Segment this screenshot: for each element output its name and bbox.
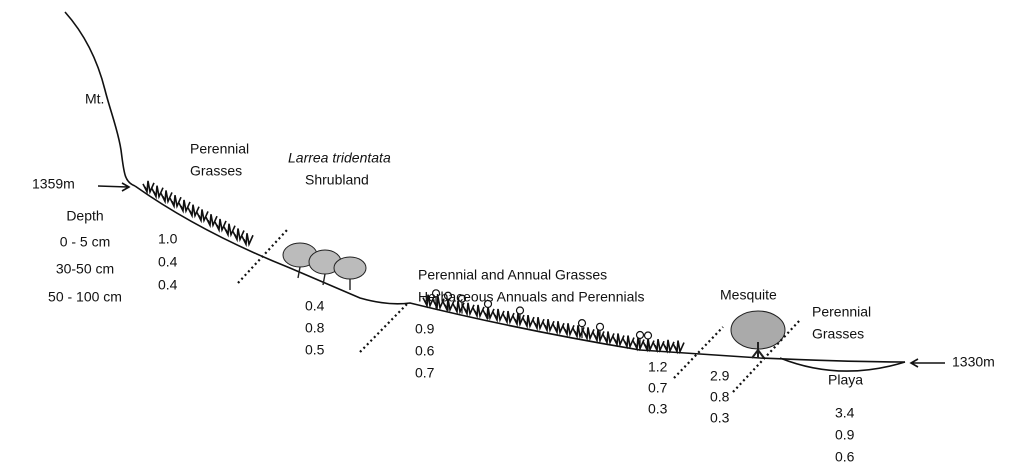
zone-divider	[237, 229, 288, 284]
sample-value: 0.3	[710, 410, 730, 426]
sample-value: 0.3	[648, 401, 668, 417]
grass-tuft	[572, 325, 585, 340]
sample-value: 0.8	[305, 320, 325, 336]
grass-tuft	[472, 304, 485, 319]
sample-value: 2.9	[710, 368, 730, 384]
sample-value: 1.2	[648, 359, 668, 375]
grass-tuft	[462, 302, 475, 317]
grass-tuft	[241, 233, 254, 248]
grass-tuft	[502, 310, 515, 325]
elevation-label: 1359m	[32, 176, 75, 192]
depth-level: 30-50 cm	[56, 261, 114, 277]
grass-tuft	[169, 195, 182, 210]
sample-value: 0.4	[305, 298, 325, 314]
zone-label: Playa	[828, 372, 863, 388]
sample-value: 0.9	[415, 321, 435, 337]
sample-value: 0.4	[158, 254, 178, 270]
sample-value: 0.7	[648, 380, 668, 396]
mountain-label: Mt.	[85, 91, 104, 107]
zone-label: Shrubland	[305, 172, 369, 188]
sample-value: 0.7	[415, 365, 435, 381]
slope-profile	[134, 185, 906, 363]
flower	[577, 319, 587, 328]
grass-tuft	[205, 214, 218, 229]
grass-tuft	[612, 333, 625, 348]
grass-tuft	[187, 204, 200, 219]
mountain-profile	[64, 11, 136, 187]
zone-label: Herbaceous Annuals and Perennials	[418, 289, 645, 305]
depth-title: Depth	[66, 208, 103, 224]
zone-divider	[673, 326, 724, 379]
sample-value: 0.6	[835, 449, 855, 464]
grass-tuft	[196, 209, 209, 224]
flower	[483, 299, 493, 309]
vegetation	[142, 180, 685, 355]
grass-tuft	[232, 228, 245, 243]
species-label: Larrea tridentata	[288, 150, 391, 166]
zone-label: Perennial and Annual Grasses	[418, 267, 607, 283]
mesquite-tree	[730, 310, 786, 359]
grass-tuft	[178, 199, 191, 214]
zone-label: Perennial	[190, 141, 249, 157]
grass-tuft	[522, 314, 535, 329]
zone-divider	[732, 319, 801, 393]
grass-tuft	[452, 300, 465, 315]
grass-tuft	[492, 308, 505, 323]
grass-tuft	[562, 323, 575, 338]
grass-tuft	[552, 321, 565, 336]
elevation-label: 1330m	[952, 354, 995, 370]
creosote-shrubs	[282, 242, 367, 290]
zone-label: Perennial	[812, 304, 871, 320]
grass-tuft	[151, 185, 164, 200]
grass-tuft	[582, 327, 595, 342]
grass-tuft	[532, 317, 545, 332]
grass-tuft	[214, 218, 227, 233]
zone-label: Grasses	[190, 163, 242, 179]
grass-tuft	[422, 294, 435, 309]
soil-samples: 1.0 0.4 0.4 0.4 0.8 0.5 0.9 0.6 0.7 1.2 0.7 0.3 2.9 0…	[158, 231, 855, 464]
zone-label: Grasses	[812, 326, 864, 342]
flower	[643, 331, 653, 340]
sample-value: 0.6	[415, 343, 435, 359]
grass-tuft	[142, 180, 155, 195]
flower	[443, 291, 453, 300]
depth-level: 50 - 100 cm	[48, 289, 122, 305]
flower	[635, 330, 645, 340]
sample-value: 0.9	[835, 427, 855, 443]
grass-tuft	[672, 340, 685, 355]
flower	[457, 294, 467, 303]
arrow	[97, 182, 131, 192]
flower	[431, 289, 441, 298]
depth-level: 0 - 5 cm	[60, 234, 111, 250]
grass-tuft	[160, 190, 173, 205]
sample-value: 0.8	[710, 389, 730, 405]
arrow	[909, 358, 945, 368]
playa-basin	[779, 357, 906, 372]
grass-tuft	[662, 339, 675, 354]
sample-value: 0.4	[158, 277, 178, 293]
grass-tuft	[622, 335, 635, 350]
sample-value: 3.4	[835, 405, 855, 421]
grass-tuft	[602, 331, 615, 346]
grass-tuft	[652, 339, 665, 354]
grass-tuft	[223, 223, 236, 238]
zone-divider	[359, 302, 409, 353]
flower	[515, 306, 525, 315]
sample-value: 1.0	[158, 231, 178, 247]
zone-label: Mesquite	[720, 287, 777, 303]
flower	[595, 322, 605, 331]
grass-tuft	[542, 319, 555, 334]
sample-value: 0.5	[305, 342, 325, 358]
grass-tuft	[632, 337, 645, 352]
